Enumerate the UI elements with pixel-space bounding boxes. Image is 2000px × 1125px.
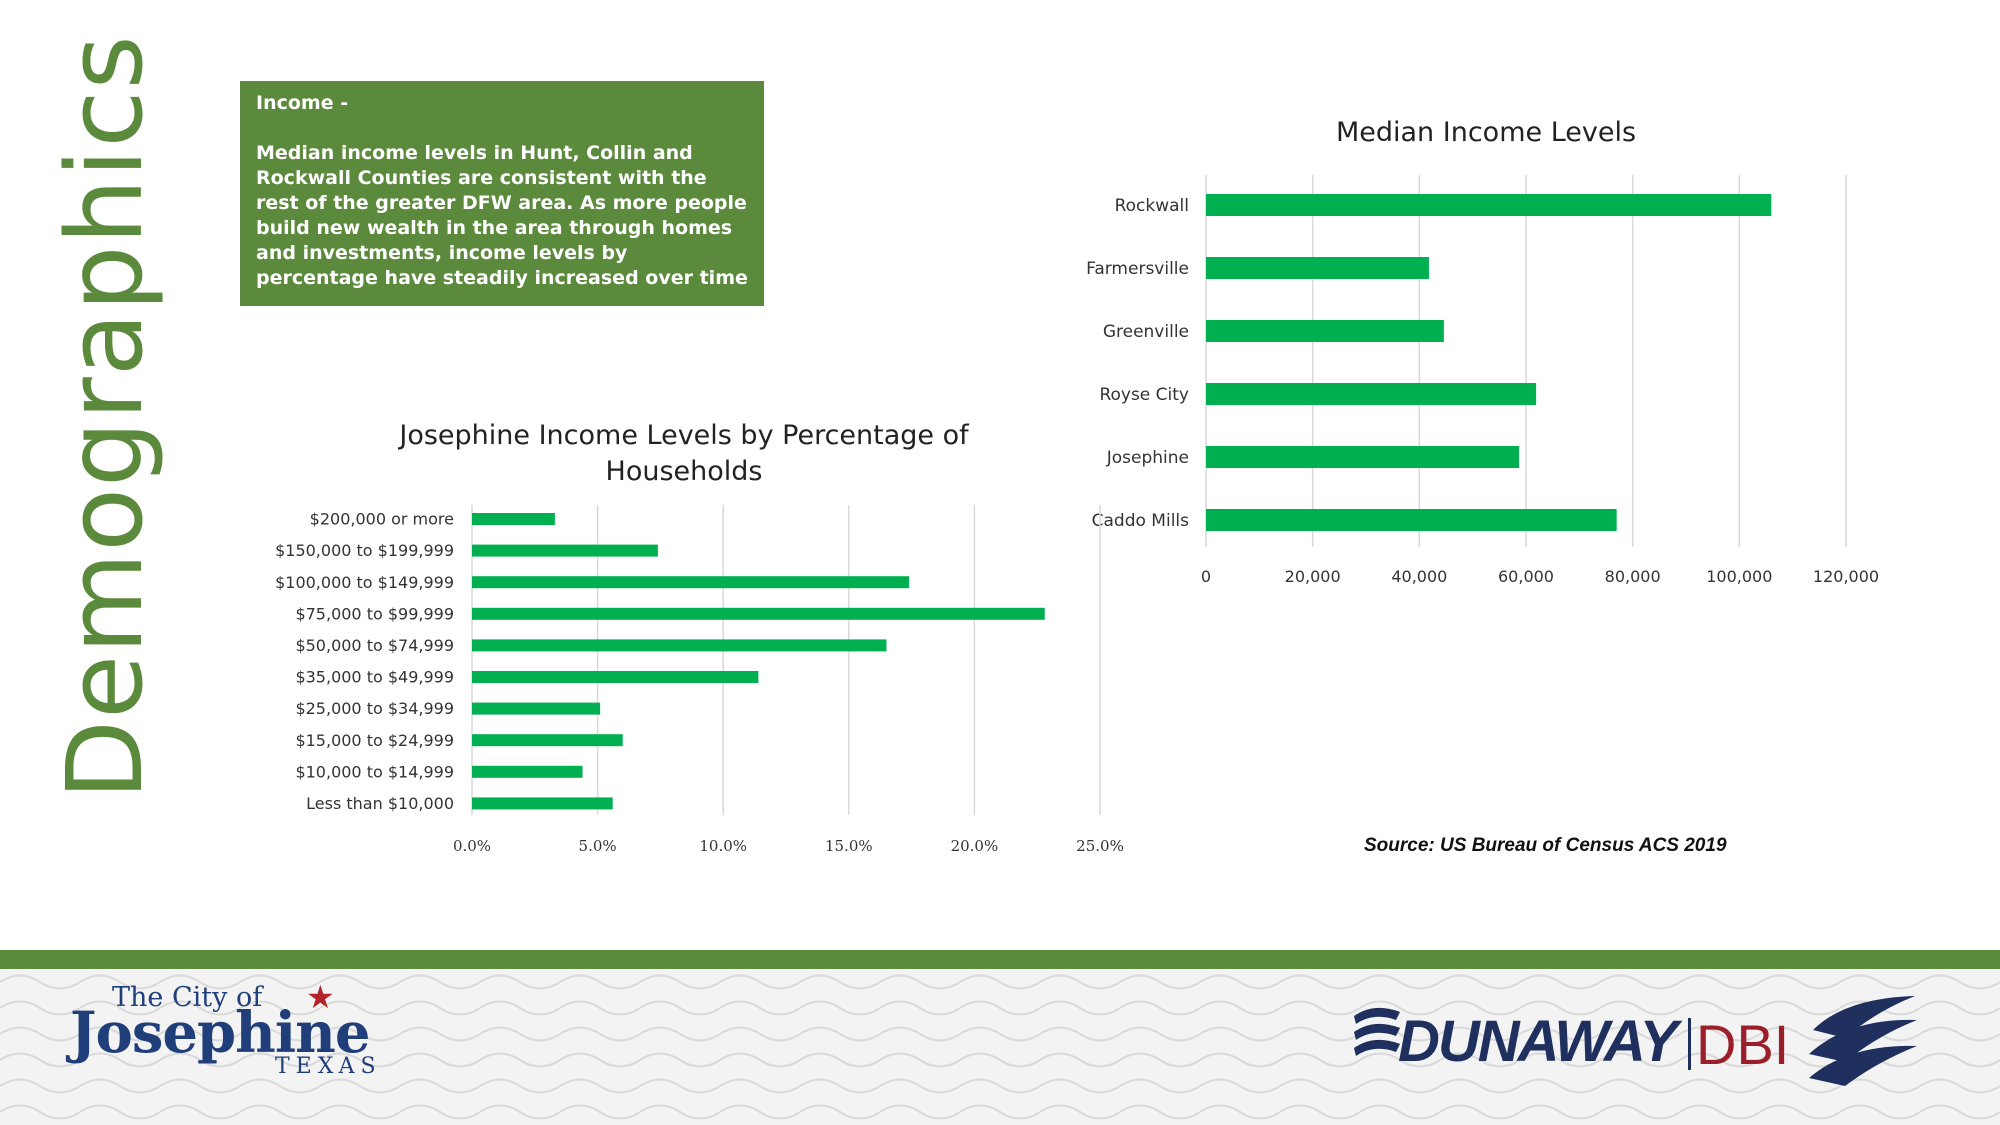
dbi-wordmark: DBI — [1696, 1013, 1790, 1076]
info-box-heading: Income - — [256, 92, 349, 114]
pct-bar — [472, 544, 658, 557]
footer — [0, 969, 2000, 1125]
pct-tick-label: 20.0% — [951, 837, 999, 855]
dunaway-swoosh-icon — [1354, 1007, 1400, 1056]
pct-chart-title-line2: Households — [606, 456, 763, 487]
median-income-chart: Median Income Levels Rockwall Farmersvill… — [1086, 117, 1879, 586]
pct-category-label: $75,000 to $99,999 — [295, 604, 454, 623]
median-category-label: Royse City — [1099, 385, 1189, 405]
pct-bar — [472, 639, 887, 652]
median-category-label: Rockwall — [1115, 196, 1189, 216]
star-icon: ★ — [306, 978, 335, 1016]
median-tick-label: 0 — [1201, 567, 1211, 586]
pct-category-label: $50,000 to $74,999 — [295, 636, 454, 655]
median-tick-label: 60,000 — [1498, 567, 1554, 586]
pct-tick-label: 25.0% — [1076, 837, 1124, 855]
pct-category-label: $15,000 to $24,999 — [295, 731, 454, 750]
median-bar — [1206, 320, 1444, 342]
pct-tick-label: 0.0% — [453, 837, 491, 855]
median-tick-label: 40,000 — [1391, 567, 1447, 586]
median-tick-label: 100,000 — [1706, 567, 1772, 586]
dunaway-dbi-logo: DUNAWAY DBI — [1350, 990, 1930, 1100]
footer-wave-pattern — [0, 969, 2000, 1125]
median-tick-label: 20,000 — [1285, 567, 1341, 586]
pct-bar — [472, 734, 623, 747]
median-tick-label: 120,000 — [1813, 567, 1879, 586]
median-bar — [1206, 257, 1429, 279]
pct-bar — [472, 671, 759, 683]
pct-category-label: $25,000 to $34,999 — [295, 699, 454, 718]
pct-chart-title-line1: Josephine Income Levels by Percentage of — [397, 420, 970, 451]
median-category-label: Caddo Mills — [1092, 511, 1190, 531]
logo-line-josephine: Josephine — [70, 1000, 370, 1066]
dunaway-wordmark: DUNAWAY — [1398, 1009, 1678, 1074]
pct-category-label: $150,000 to $199,999 — [275, 541, 454, 560]
pct-category-label: $35,000 to $49,999 — [295, 668, 454, 687]
footer-accent-bar — [0, 950, 2000, 969]
pct-bar — [472, 702, 601, 715]
info-box-body: Median income levels in Hunt, Collin and… — [256, 142, 748, 289]
logo-line-texas: TEXAS — [275, 1054, 382, 1079]
pct-category-label: Less than $10,000 — [306, 794, 454, 813]
pct-bar — [472, 797, 613, 810]
median-category-label: Josephine — [1106, 448, 1189, 468]
pct-tick-label: 10.0% — [699, 837, 747, 855]
source-note: Source: US Bureau of Census ACS 2019 — [1364, 835, 1727, 856]
pct-bar — [472, 607, 1045, 620]
income-percentage-chart: Josephine Income Levels by Percentage of… — [275, 420, 1124, 855]
pct-tick-label: 5.0% — [579, 837, 617, 855]
logo-separator — [1688, 1018, 1691, 1070]
city-of-josephine-logo: The City of ★ Josephine TEXAS — [70, 978, 430, 1082]
pct-bar — [472, 765, 583, 778]
pct-tick-label: 15.0% — [825, 837, 873, 855]
median-category-label: Farmersville — [1086, 259, 1189, 279]
dbi-wave-emblem-icon — [1809, 996, 1917, 1086]
pct-bar — [472, 576, 910, 589]
pct-category-label: $100,000 to $149,999 — [275, 573, 454, 592]
median-chart-title: Median Income Levels — [1336, 117, 1636, 148]
pct-category-label: $200,000 or more — [310, 510, 454, 529]
pct-category-label: $10,000 to $14,999 — [295, 762, 454, 781]
pct-bar — [472, 513, 555, 525]
logo-line-the-city-of: The City of — [112, 982, 263, 1013]
median-bar — [1206, 383, 1537, 405]
median-bar — [1206, 194, 1772, 216]
median-bar — [1206, 446, 1520, 468]
median-bar — [1206, 509, 1617, 531]
median-category-label: Greenville — [1103, 322, 1189, 342]
income-info-box: Income - Median income levels in Hunt, C… — [240, 81, 764, 306]
median-tick-label: 80,000 — [1605, 567, 1661, 586]
